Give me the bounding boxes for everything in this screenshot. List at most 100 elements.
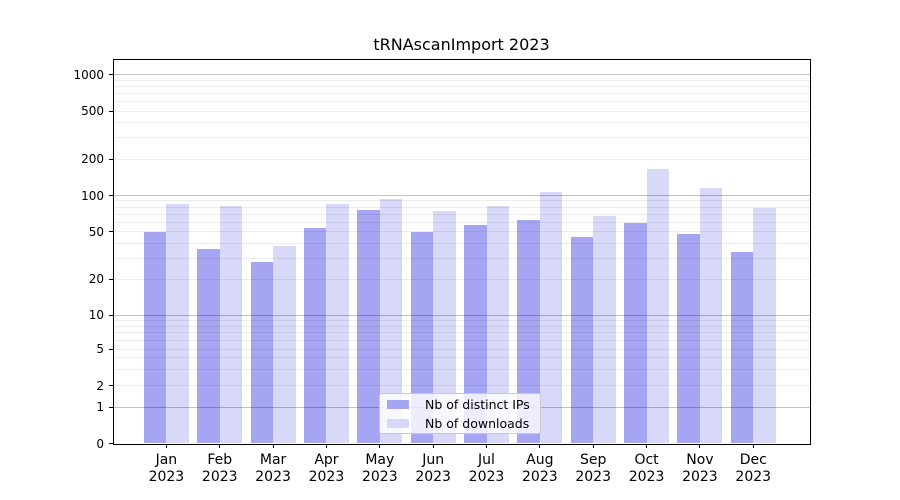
x-tick-jan bbox=[165, 444, 167, 448]
bar-ips-oct bbox=[624, 222, 647, 444]
x-tick-month: Dec bbox=[739, 452, 767, 468]
gridline-minor-700 bbox=[113, 93, 810, 95]
x-tick-apr bbox=[325, 444, 327, 448]
x-tick-year: 2023 bbox=[628, 469, 665, 485]
bar-downloads-jul bbox=[486, 206, 509, 444]
bar-downloads-feb bbox=[219, 206, 243, 444]
y-tick-label-1: 1 bbox=[96, 400, 104, 415]
bar-downloads-mar bbox=[273, 245, 296, 444]
bar-ips-sep bbox=[570, 237, 594, 444]
gridline-minor-300 bbox=[113, 137, 810, 139]
x-tick-may bbox=[379, 444, 381, 448]
x-tick-month: Oct bbox=[634, 452, 659, 468]
gridline-minor-60 bbox=[113, 221, 810, 223]
bar-downloads-aug bbox=[539, 192, 563, 444]
gridline-major-10 bbox=[113, 314, 810, 316]
gridline-minor-2 bbox=[113, 385, 810, 387]
x-tick-month: Apr bbox=[314, 452, 339, 468]
gridline-minor-30 bbox=[113, 257, 810, 259]
x-tick-month: Sep bbox=[579, 452, 607, 468]
gridline-minor-7 bbox=[113, 332, 810, 334]
x-tick-label-jul: Jul 2023 bbox=[447, 452, 527, 486]
y-tick-label-0: 0 bbox=[96, 436, 104, 451]
x-tick-month: Jun bbox=[422, 452, 445, 468]
x-tick-year: 2023 bbox=[575, 469, 611, 485]
bar-ips-jun bbox=[410, 231, 434, 444]
x-tick-label-may: May 2023 bbox=[340, 452, 420, 486]
bars-layer bbox=[114, 60, 811, 444]
x-tick-label-nov: Nov 2023 bbox=[660, 452, 740, 486]
chart-title: tRNAscanImport 2023 bbox=[373, 35, 550, 54]
bar-ips-dec bbox=[730, 251, 754, 444]
x-tick-month: Jan bbox=[155, 452, 178, 468]
x-tick-year: 2023 bbox=[255, 469, 291, 485]
gridline-minor-8 bbox=[113, 325, 810, 327]
x-tick-label-aug: Aug 2023 bbox=[500, 452, 580, 486]
bar-ips-jan bbox=[143, 231, 167, 444]
bar-ips-aug bbox=[517, 220, 540, 444]
x-tick-jul bbox=[486, 444, 487, 448]
x-tick-month: Feb bbox=[207, 452, 233, 468]
bar-downloads-oct bbox=[646, 169, 670, 444]
y-tick-label-500: 500 bbox=[81, 104, 104, 119]
y-tick-label-2: 2 bbox=[96, 378, 104, 393]
x-tick-dec bbox=[752, 444, 754, 448]
x-tick-month: May bbox=[365, 452, 395, 468]
x-tick-year: 2023 bbox=[415, 469, 451, 485]
gridline-minor-50 bbox=[113, 231, 810, 233]
x-tick-year: 2023 bbox=[201, 469, 238, 485]
x-tick-label-apr: Apr 2023 bbox=[286, 452, 366, 486]
bar-ips-nov bbox=[677, 233, 700, 444]
x-tick-year: 2023 bbox=[148, 469, 185, 485]
plot-area bbox=[112, 59, 811, 445]
x-tick-year: 2023 bbox=[682, 469, 718, 485]
x-tick-feb bbox=[219, 444, 221, 448]
x-tick-month: Jul bbox=[478, 452, 495, 468]
gridline-minor-70 bbox=[113, 213, 810, 215]
x-tick-nov bbox=[699, 444, 701, 448]
bar-ips-apr bbox=[303, 227, 327, 444]
legend-swatch-downloads bbox=[387, 418, 409, 428]
y-tick-label-10: 10 bbox=[88, 308, 104, 323]
gridline-major-1000 bbox=[113, 74, 810, 76]
bar-downloads-may bbox=[379, 199, 403, 444]
gridline-minor-400 bbox=[113, 122, 810, 124]
legend: Nb of distinct IPs Nb of downloads bbox=[379, 393, 541, 434]
x-tick-year: 2023 bbox=[522, 469, 558, 485]
y-tick-label-100: 100 bbox=[81, 188, 104, 203]
x-tick-label-mar: Mar 2023 bbox=[233, 452, 313, 486]
bar-downloads-jun bbox=[433, 211, 456, 444]
legend-label-distinct-ips: Nb of distinct IPs bbox=[425, 396, 530, 412]
y-tick-label-5: 5 bbox=[96, 342, 104, 356]
bar-downloads-nov bbox=[699, 187, 723, 444]
gridline-minor-6 bbox=[113, 339, 810, 341]
x-tick-label-jan: Jan 2023 bbox=[126, 452, 206, 486]
y-tick-label-20: 20 bbox=[88, 272, 104, 287]
gridline-minor-20 bbox=[113, 278, 810, 280]
x-tick-month: Aug bbox=[526, 452, 554, 468]
bar-ips-jul bbox=[464, 224, 487, 444]
x-tick-label-oct: Oct 2023 bbox=[607, 452, 687, 486]
bar-downloads-jan bbox=[166, 203, 189, 444]
legend-label-downloads: Nb of downloads bbox=[425, 415, 530, 431]
x-tick-aug bbox=[539, 444, 541, 448]
gridline-minor-40 bbox=[113, 242, 810, 244]
x-tick-year: 2023 bbox=[735, 469, 772, 485]
gridline-minor-800 bbox=[113, 86, 810, 88]
x-tick-label-jun: Jun 2023 bbox=[393, 452, 473, 486]
bar-ips-feb bbox=[197, 248, 220, 444]
x-tick-label-sep: Sep 2023 bbox=[553, 452, 633, 486]
y-tick-label-50: 50 bbox=[88, 224, 104, 239]
x-tick-year: 2023 bbox=[361, 469, 398, 485]
gridline-minor-9 bbox=[113, 319, 810, 321]
x-tick-month: Mar bbox=[259, 452, 287, 468]
gridline-minor-600 bbox=[113, 101, 810, 103]
x-tick-month: Nov bbox=[686, 452, 714, 468]
bar-ips-mar bbox=[250, 261, 274, 444]
x-tick-year: 2023 bbox=[308, 469, 345, 485]
x-tick-label-feb: Feb 2023 bbox=[180, 452, 260, 486]
x-tick-jun bbox=[432, 444, 434, 448]
y-tick-label-1000: 1000 bbox=[73, 67, 104, 82]
x-tick-year: 2023 bbox=[468, 469, 505, 485]
